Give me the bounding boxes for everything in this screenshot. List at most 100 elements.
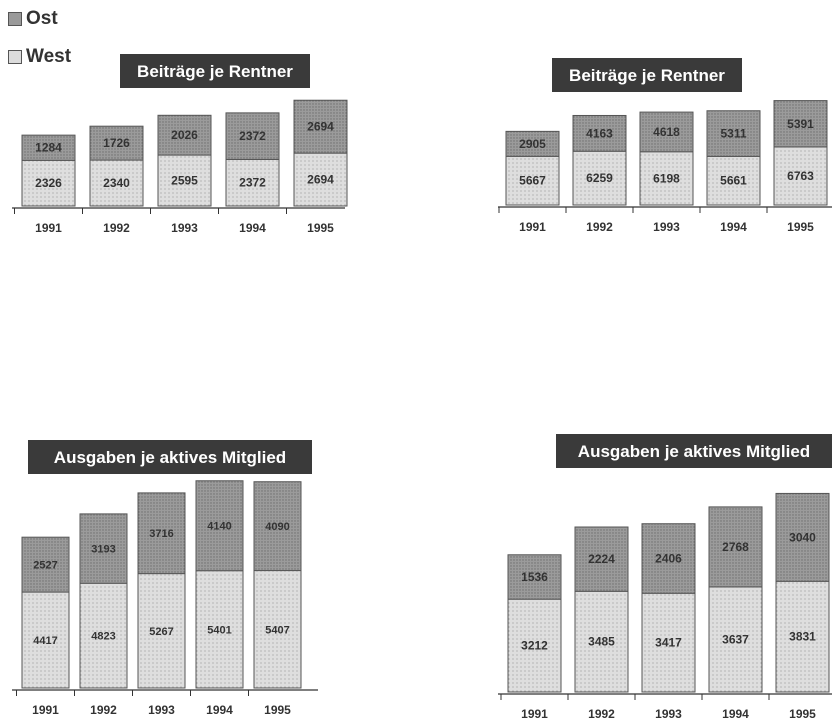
x-tick-label-1991: 1991 (519, 220, 546, 234)
data-label-west-1992: 2340 (103, 176, 130, 190)
chart-title-box (28, 440, 312, 474)
bar-ost-1991 (21, 134, 76, 161)
data-label-ost-1991: 1284 (35, 141, 62, 155)
data-label-ost-1993: 3716 (149, 528, 173, 540)
bar-ost-1994 (706, 110, 761, 157)
data-label-ost-1995: 5391 (787, 117, 814, 131)
bar-ost-1995 (773, 100, 828, 148)
chart-title: Ausgaben je aktives Mitglied (54, 448, 286, 467)
data-label-ost-1995: 3040 (789, 530, 816, 544)
ost-swatch (8, 12, 22, 26)
x-tick-label-1994: 1994 (239, 221, 266, 235)
x-tick-label-1993: 1993 (655, 707, 682, 721)
x-tick-label-1994: 1994 (720, 220, 747, 234)
bar-ost-1991 (21, 536, 70, 593)
legend-item-ost: Ost (8, 6, 71, 32)
x-tick-label-1992: 1992 (588, 707, 615, 721)
x-tick-label-1993: 1993 (148, 703, 175, 717)
bar-west-1991 (21, 159, 76, 207)
bar-west-1993 (137, 573, 186, 689)
data-label-ost-1994: 2372 (239, 129, 266, 143)
data-label-west-1993: 6198 (653, 171, 680, 185)
bar-ost-1992 (572, 114, 627, 152)
chart-ausgaben-mitglied-left: Ausgaben je aktives Mitglied 4417 2527 1991… (12, 440, 318, 717)
x-tick-label-1992: 1992 (103, 221, 130, 235)
bar-west-1995 (293, 152, 348, 207)
bar-west-1992 (89, 159, 144, 207)
chart-ausgaben-mitglied-right: Ausgaben je aktives Mitglied 3212 1536 1991… (498, 434, 832, 721)
data-label-ost-1991: 2527 (33, 560, 57, 572)
bar-ost-1992 (89, 125, 144, 161)
x-tick-label-1991: 1991 (35, 221, 62, 235)
data-label-ost-1994: 5311 (720, 127, 746, 141)
x-tick-label-1995: 1995 (307, 221, 334, 235)
chart-title: Ausgaben je aktives Mitglied (578, 442, 810, 461)
bar-west-1991 (21, 591, 70, 689)
bar-ost-1995 (775, 492, 830, 582)
bar-ost-1995 (253, 481, 302, 572)
data-label-west-1995: 2694 (307, 173, 334, 187)
data-label-west-1995: 3831 (789, 630, 816, 644)
data-label-west-1993: 5267 (149, 626, 173, 638)
bar-ost-1993 (137, 492, 186, 575)
chart-title-box (556, 434, 832, 468)
data-label-ost-1995: 4090 (265, 521, 289, 533)
bar-west-1994 (195, 570, 244, 689)
data-label-ost-1993: 2406 (655, 551, 682, 565)
bar-west-1994 (225, 158, 280, 207)
bar-west-1995 (773, 146, 828, 206)
bar-ost-1995 (293, 99, 348, 154)
legend-item-west: West (8, 44, 71, 70)
x-tick-label-1993: 1993 (653, 220, 680, 234)
chart-beitraege-rentner-left: Beiträge je Rentner 2326 1284 1991 2340 1726 1… (12, 54, 348, 235)
data-label-ost-1993: 4618 (653, 125, 680, 139)
bar-ost-1993 (641, 523, 696, 594)
data-label-west-1993: 3417 (655, 636, 682, 650)
chart-title-box (552, 58, 742, 92)
data-label-west-1992: 4823 (91, 631, 115, 643)
bar-ost-1993 (639, 111, 694, 153)
data-label-west-1992: 6259 (586, 171, 613, 185)
x-tick-label-1993: 1993 (171, 221, 198, 235)
data-label-ost-1995: 2694 (307, 120, 334, 134)
bar-west-1993 (641, 592, 696, 693)
data-label-ost-1991: 2905 (519, 137, 546, 151)
data-label-west-1995: 6763 (787, 169, 814, 183)
bar-west-1992 (572, 150, 627, 206)
bar-west-1991 (505, 155, 560, 206)
data-label-west-1991: 2326 (35, 176, 62, 190)
bar-ost-1994 (195, 480, 244, 572)
bar-west-1992 (574, 590, 629, 693)
bar-ost-1994 (225, 112, 280, 160)
data-label-ost-1992: 2224 (588, 552, 615, 566)
bar-ost-1992 (574, 526, 629, 592)
data-label-ost-1992: 4163 (586, 126, 613, 140)
x-tick-label-1992: 1992 (586, 220, 613, 234)
data-label-west-1995: 5407 (265, 624, 289, 636)
data-label-ost-1993: 2026 (171, 128, 198, 142)
x-tick-label-1994: 1994 (722, 707, 749, 721)
chart-title-box (120, 54, 310, 88)
data-label-ost-1992: 1726 (103, 136, 130, 150)
x-tick-label-1995: 1995 (789, 707, 816, 721)
legend-label-ost: Ost (26, 8, 58, 29)
legend-label-west: West (26, 46, 72, 67)
data-label-west-1991: 3212 (521, 639, 548, 653)
bar-west-1994 (708, 586, 763, 693)
data-label-west-1991: 5667 (519, 174, 546, 188)
bar-ost-1993 (157, 114, 212, 156)
bar-ost-1992 (79, 513, 128, 584)
x-tick-label-1991: 1991 (521, 707, 548, 721)
data-label-ost-1994: 2768 (722, 540, 749, 554)
x-tick-label-1994: 1994 (206, 703, 233, 717)
data-label-west-1994: 5401 (207, 624, 231, 636)
x-tick-label-1991: 1991 (32, 703, 59, 717)
bar-ost-1991 (507, 554, 562, 600)
bar-west-1995 (253, 570, 302, 689)
west-swatch (8, 50, 22, 64)
data-label-west-1992: 3485 (588, 635, 615, 649)
data-label-ost-1994: 4140 (207, 521, 231, 533)
data-label-west-1993: 2595 (171, 174, 198, 188)
x-tick-label-1992: 1992 (90, 703, 117, 717)
data-label-ost-1991: 1536 (521, 570, 548, 584)
